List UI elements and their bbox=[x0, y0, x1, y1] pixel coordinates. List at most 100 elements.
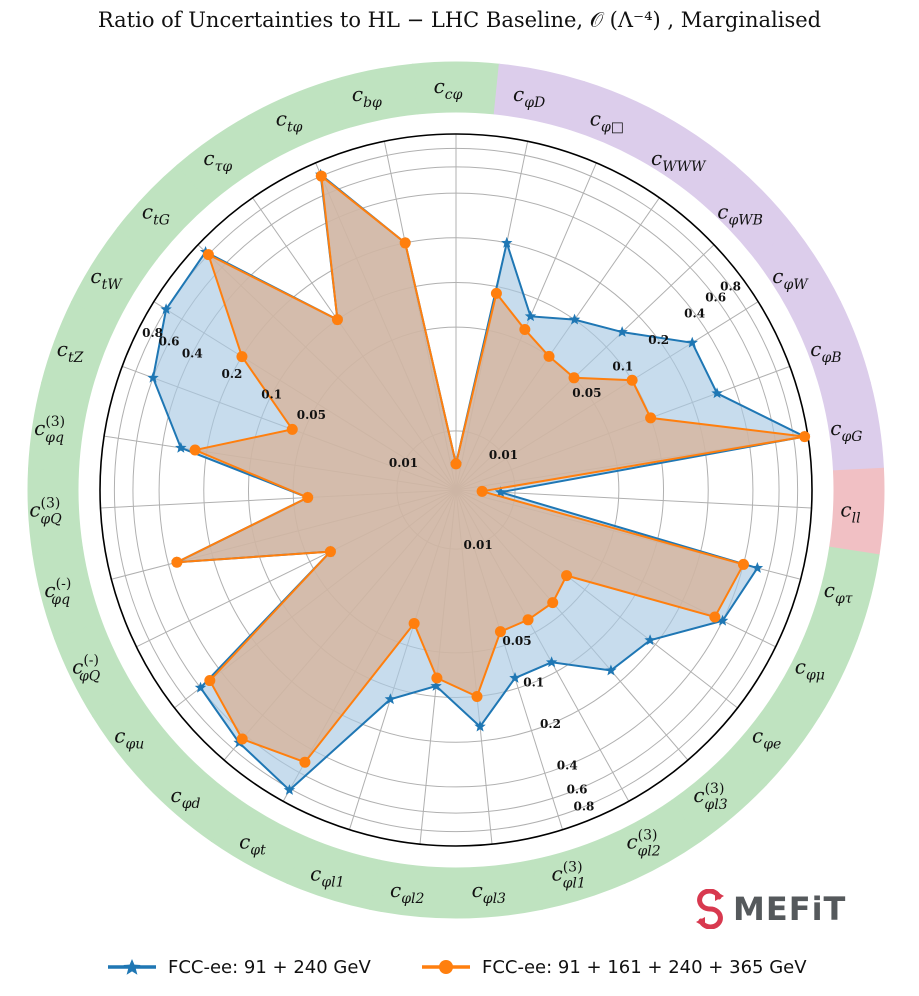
series-1-point bbox=[147, 371, 159, 383]
series-2-point bbox=[286, 423, 298, 435]
radial-tick-label: 0.6 bbox=[705, 291, 726, 305]
series-2-point bbox=[561, 570, 573, 582]
radial-tick-label: 0.01 bbox=[389, 456, 418, 470]
series-1-point bbox=[686, 336, 698, 348]
chart-legend: FCC-ee: 91 + 240 GeV FCC-ee: 91 + 161 + … bbox=[0, 952, 919, 982]
category-label: cφd bbox=[171, 783, 201, 812]
series-1-point bbox=[160, 303, 172, 315]
legend-star-marker-icon bbox=[108, 959, 156, 975]
category-label: c(3) φl2 bbox=[626, 827, 660, 859]
smefit-s-icon bbox=[696, 889, 724, 929]
category-sector bbox=[455, 859, 543, 919]
category-label: c(3) φQ bbox=[29, 495, 62, 527]
radial-tick-label: 0.01 bbox=[464, 538, 493, 552]
category-label: ctφ bbox=[276, 107, 303, 136]
logo-text: MEFiT bbox=[733, 890, 847, 928]
category-label: cφτ bbox=[824, 578, 853, 607]
series-1-point bbox=[644, 634, 656, 646]
legend-label-series-1: FCC-ee: 91 + 240 GeV bbox=[168, 956, 371, 978]
category-label: cφl3 bbox=[472, 878, 506, 907]
category-sector bbox=[369, 859, 457, 919]
legend-item-series-1: FCC-ee: 91 + 240 GeV bbox=[106, 952, 371, 982]
series-1-point bbox=[175, 441, 187, 453]
category-label: cφW bbox=[772, 264, 809, 293]
series-2-point bbox=[450, 458, 462, 470]
category-label: c(3) φl1 bbox=[552, 860, 586, 892]
series-1-point bbox=[509, 672, 521, 683]
series-2-point bbox=[568, 372, 580, 384]
chart-title: Ratio of Uncertainties to HL − LHC Basel… bbox=[97, 8, 822, 32]
series-1-point bbox=[751, 562, 764, 573]
radial-tick-label: 0.2 bbox=[648, 333, 669, 347]
radial-tick-label: 0.01 bbox=[489, 448, 518, 462]
category-label: cφl2 bbox=[390, 878, 424, 907]
radial-tick-label: 0.8 bbox=[574, 800, 595, 814]
series-1-point bbox=[501, 236, 513, 248]
radial-tick-label: 0.05 bbox=[502, 634, 531, 648]
category-label: cll bbox=[840, 497, 860, 526]
series-2-point bbox=[626, 374, 638, 386]
category-label: cφt bbox=[239, 829, 266, 858]
legend-circle-marker-icon bbox=[422, 960, 470, 974]
series-2-point bbox=[204, 675, 216, 687]
series-2-point bbox=[302, 492, 314, 504]
series-1-point bbox=[716, 614, 729, 626]
category-label: c(-) φQ bbox=[72, 652, 101, 684]
category-label: c(-) φq bbox=[44, 576, 71, 608]
category-label: c(3) φq bbox=[34, 414, 65, 446]
series-1-point bbox=[474, 720, 486, 732]
series-2-point bbox=[189, 444, 201, 456]
series-1-point bbox=[494, 486, 507, 498]
category-label: ctG bbox=[142, 199, 170, 228]
series-1-point bbox=[430, 680, 442, 691]
series-2-point bbox=[408, 617, 420, 629]
radial-tick-label: 0.1 bbox=[612, 359, 633, 373]
series-2-point bbox=[547, 597, 559, 609]
series-2-point bbox=[737, 558, 749, 570]
series-1-point bbox=[568, 313, 581, 325]
series-2-point bbox=[324, 546, 336, 558]
plot-border bbox=[99, 133, 813, 847]
category-label: ctW bbox=[90, 264, 123, 293]
series-2-point bbox=[476, 485, 488, 497]
radial-tick-label: 0.6 bbox=[567, 783, 588, 797]
series-2-point bbox=[709, 611, 721, 623]
category-label: cφe bbox=[752, 724, 781, 753]
series-1-point bbox=[384, 693, 397, 705]
radial-tick-label: 0.6 bbox=[159, 335, 180, 349]
category-label: ccφ bbox=[434, 74, 463, 103]
radial-tick-label: 0.2 bbox=[540, 717, 561, 731]
radial-tick-label: 0.1 bbox=[523, 675, 544, 689]
radial-tick-label: 0.4 bbox=[182, 347, 203, 361]
category-sector bbox=[327, 63, 419, 130]
radial-tick-label: 0.4 bbox=[684, 306, 705, 320]
radial-tick-label: 0.05 bbox=[572, 386, 601, 400]
radial-tick-label: 0.1 bbox=[261, 388, 282, 402]
series-2-point bbox=[490, 287, 502, 299]
category-label: cφl1 bbox=[310, 862, 344, 891]
category-label: cφu bbox=[114, 724, 144, 753]
legend-item-series-2: FCC-ee: 91 + 161 + 240 + 365 GeV bbox=[420, 952, 807, 982]
series-2-point bbox=[299, 756, 311, 768]
category-label: c(3) φl3 bbox=[693, 781, 727, 813]
legend-label-series-2: FCC-ee: 91 + 161 + 240 + 365 GeV bbox=[482, 956, 807, 978]
series-2-point bbox=[171, 556, 183, 568]
series-2-point bbox=[471, 690, 483, 702]
category-label: cφG bbox=[830, 416, 862, 445]
series-1-point bbox=[711, 387, 723, 399]
series-2-point bbox=[315, 170, 327, 182]
category-label: cbφ bbox=[352, 82, 382, 111]
series-2-point bbox=[522, 614, 534, 626]
series-2-point bbox=[331, 314, 343, 326]
category-label: cτφ bbox=[203, 146, 232, 175]
series-2-point bbox=[202, 249, 214, 261]
radial-tick-label: 0.4 bbox=[557, 758, 578, 772]
category-label: cφWB bbox=[717, 199, 763, 228]
grid-spoke bbox=[455, 489, 812, 509]
series-line-2 bbox=[176, 173, 805, 764]
series-1-point bbox=[524, 310, 537, 322]
series-2-point bbox=[494, 626, 506, 638]
series-2-point bbox=[645, 412, 657, 424]
series-2-point bbox=[519, 324, 531, 336]
